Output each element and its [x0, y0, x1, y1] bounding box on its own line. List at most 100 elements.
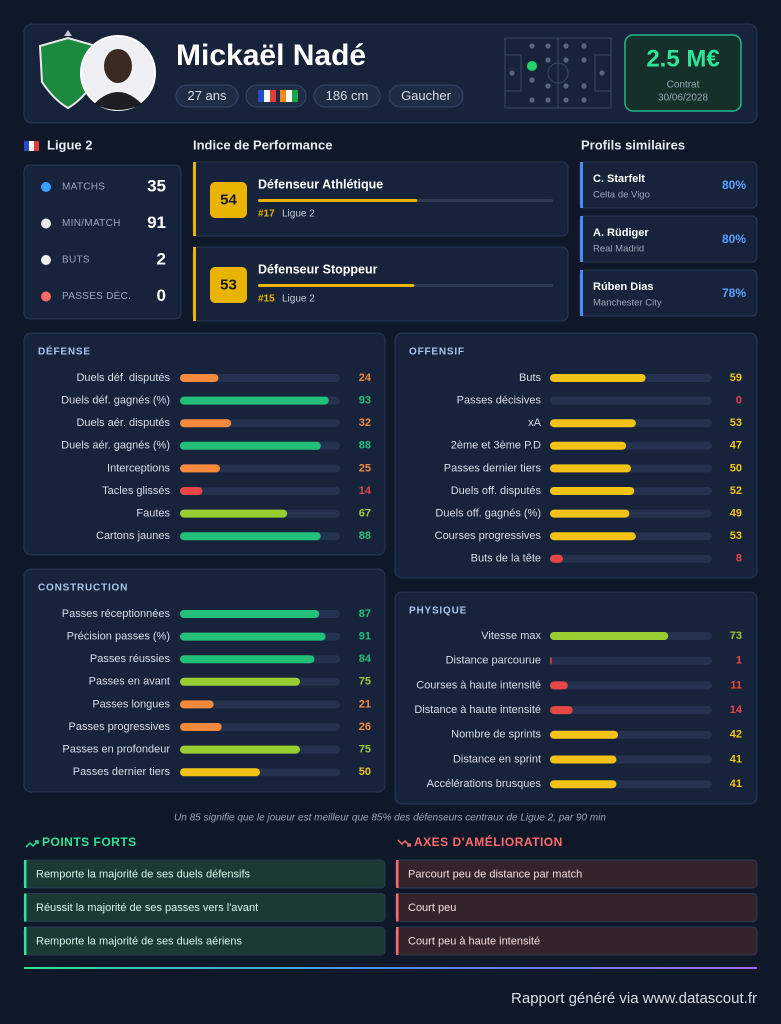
similar-name: C. Starfelt [593, 173, 645, 185]
metric-bar [180, 723, 222, 731]
market-value: 2.5 M€ [646, 45, 719, 72]
metric-value: 1 [736, 655, 742, 667]
metric-track [550, 681, 712, 690]
metric-value: 87 [359, 608, 371, 620]
info-tag [175, 84, 239, 108]
league-flag-white [29, 141, 34, 151]
metric-label: Passes réceptionnées [62, 608, 171, 620]
metric-label: 2ème et 3ème P.D [451, 440, 541, 452]
stat-value: 91 [147, 213, 166, 232]
metric-bar [550, 487, 635, 495]
metric-value: 50 [730, 462, 742, 474]
metric-value: 88 [359, 530, 371, 542]
pitch-map [504, 37, 612, 109]
info-tag-text: Gaucher [401, 88, 452, 103]
strengths-accent [24, 860, 27, 888]
metric-label: Passes réussies [90, 653, 171, 665]
pitch-dot [581, 97, 587, 103]
metric-label: Cartons jaunes [96, 530, 170, 542]
divider [24, 967, 757, 969]
stat-label: PASSES DÉC. [62, 289, 131, 302]
metric-bar [550, 532, 636, 541]
metric-label: Distance à haute intensité [414, 704, 541, 716]
metric-value: 53 [730, 530, 742, 542]
metric-label: Buts de la tête [471, 553, 541, 565]
stat-label: MIN/MATCH [62, 218, 121, 229]
metric-value: 75 [359, 744, 371, 756]
pitch-dot [529, 77, 535, 83]
photo-shoulders [94, 92, 142, 110]
rank-league: Ligue 2 [282, 294, 315, 305]
metric-label: Passes dernier tiers [444, 462, 542, 474]
metric-label: Duels déf. disputés [76, 372, 170, 384]
metric-bar [180, 396, 329, 405]
metric-bar [550, 554, 563, 563]
stat-value: 0 [157, 286, 166, 305]
metric-value: 26 [359, 721, 371, 733]
score-value: 54 [220, 191, 237, 208]
pitch-dot [563, 83, 569, 89]
metric-bar [180, 374, 219, 382]
metric-label: Passes dernier tiers [73, 766, 171, 778]
similar-accent [580, 216, 583, 262]
pitch-dot [599, 70, 605, 76]
role-label: Défenseur Athlétique [258, 177, 383, 191]
info-tag [313, 84, 381, 108]
section-card [394, 591, 758, 805]
pitch-dot [581, 83, 587, 89]
metric-value: 84 [359, 653, 372, 665]
metric-bar [550, 656, 552, 665]
stat-value: 2 [157, 249, 166, 268]
logo-star [64, 30, 72, 36]
metric-label: Duels aér. gagnés (%) [61, 440, 170, 452]
metric-value: 91 [359, 631, 371, 643]
section-title: CONSTRUCTION [38, 583, 128, 594]
metric-label: Tacles glissés [102, 485, 170, 497]
footnote: Un 85 signifie que le joueur est meilleu… [174, 813, 606, 824]
pitch-dot [529, 43, 535, 49]
strengths-item: Remporte la majorité de ses duels défens… [36, 868, 250, 880]
metric-track [550, 656, 712, 665]
metric-label: Duels déf. gagnés (%) [61, 395, 170, 407]
metric-bar [180, 655, 315, 664]
metric-label: Distance parcourue [446, 655, 541, 667]
strengths-icon [25, 840, 39, 848]
metric-bar [550, 755, 617, 764]
strengths-accent [24, 927, 27, 955]
flag-fr-red [270, 90, 276, 102]
flag-ci-white [286, 90, 292, 102]
league-flag-red [34, 141, 39, 151]
similar-club: Real Madrid [593, 244, 644, 255]
metric-bar [180, 745, 300, 754]
metric-track [550, 706, 712, 715]
league-flag-blue [24, 141, 29, 151]
metric-bar [550, 441, 627, 450]
metric-value: 32 [359, 417, 371, 429]
metric-label: Courses progressives [435, 530, 542, 542]
performance-accent [193, 162, 196, 236]
metric-track [180, 374, 340, 382]
metric-value: 21 [359, 698, 371, 710]
pitch-box-right [594, 54, 612, 92]
metric-bar [550, 374, 646, 382]
metric-value: 67 [359, 508, 371, 520]
section-title: DÉFENSE [38, 345, 91, 358]
similar-title: Profils similaires [581, 137, 685, 152]
performance-title: Indice de Performance [193, 137, 332, 152]
stat-icon [41, 182, 51, 192]
strengths-accent [24, 893, 27, 922]
pitch-dot [545, 43, 551, 49]
similar-accent [580, 270, 583, 316]
pitch-circle [547, 62, 569, 84]
pitch-dot [545, 97, 551, 103]
metric-bar [180, 700, 214, 709]
metric-label: Précision passes (%) [67, 631, 170, 643]
metric-label: xA [528, 417, 542, 429]
pitch-dot [529, 97, 535, 103]
metric-label: Accélérations brusques [427, 778, 542, 790]
metric-label: Passes progressives [69, 721, 171, 733]
stat-icon [41, 291, 51, 302]
performance-accent [193, 247, 196, 321]
metric-bar [180, 464, 220, 473]
footer: Rapport généré via www.datascout.fr [511, 990, 757, 1007]
